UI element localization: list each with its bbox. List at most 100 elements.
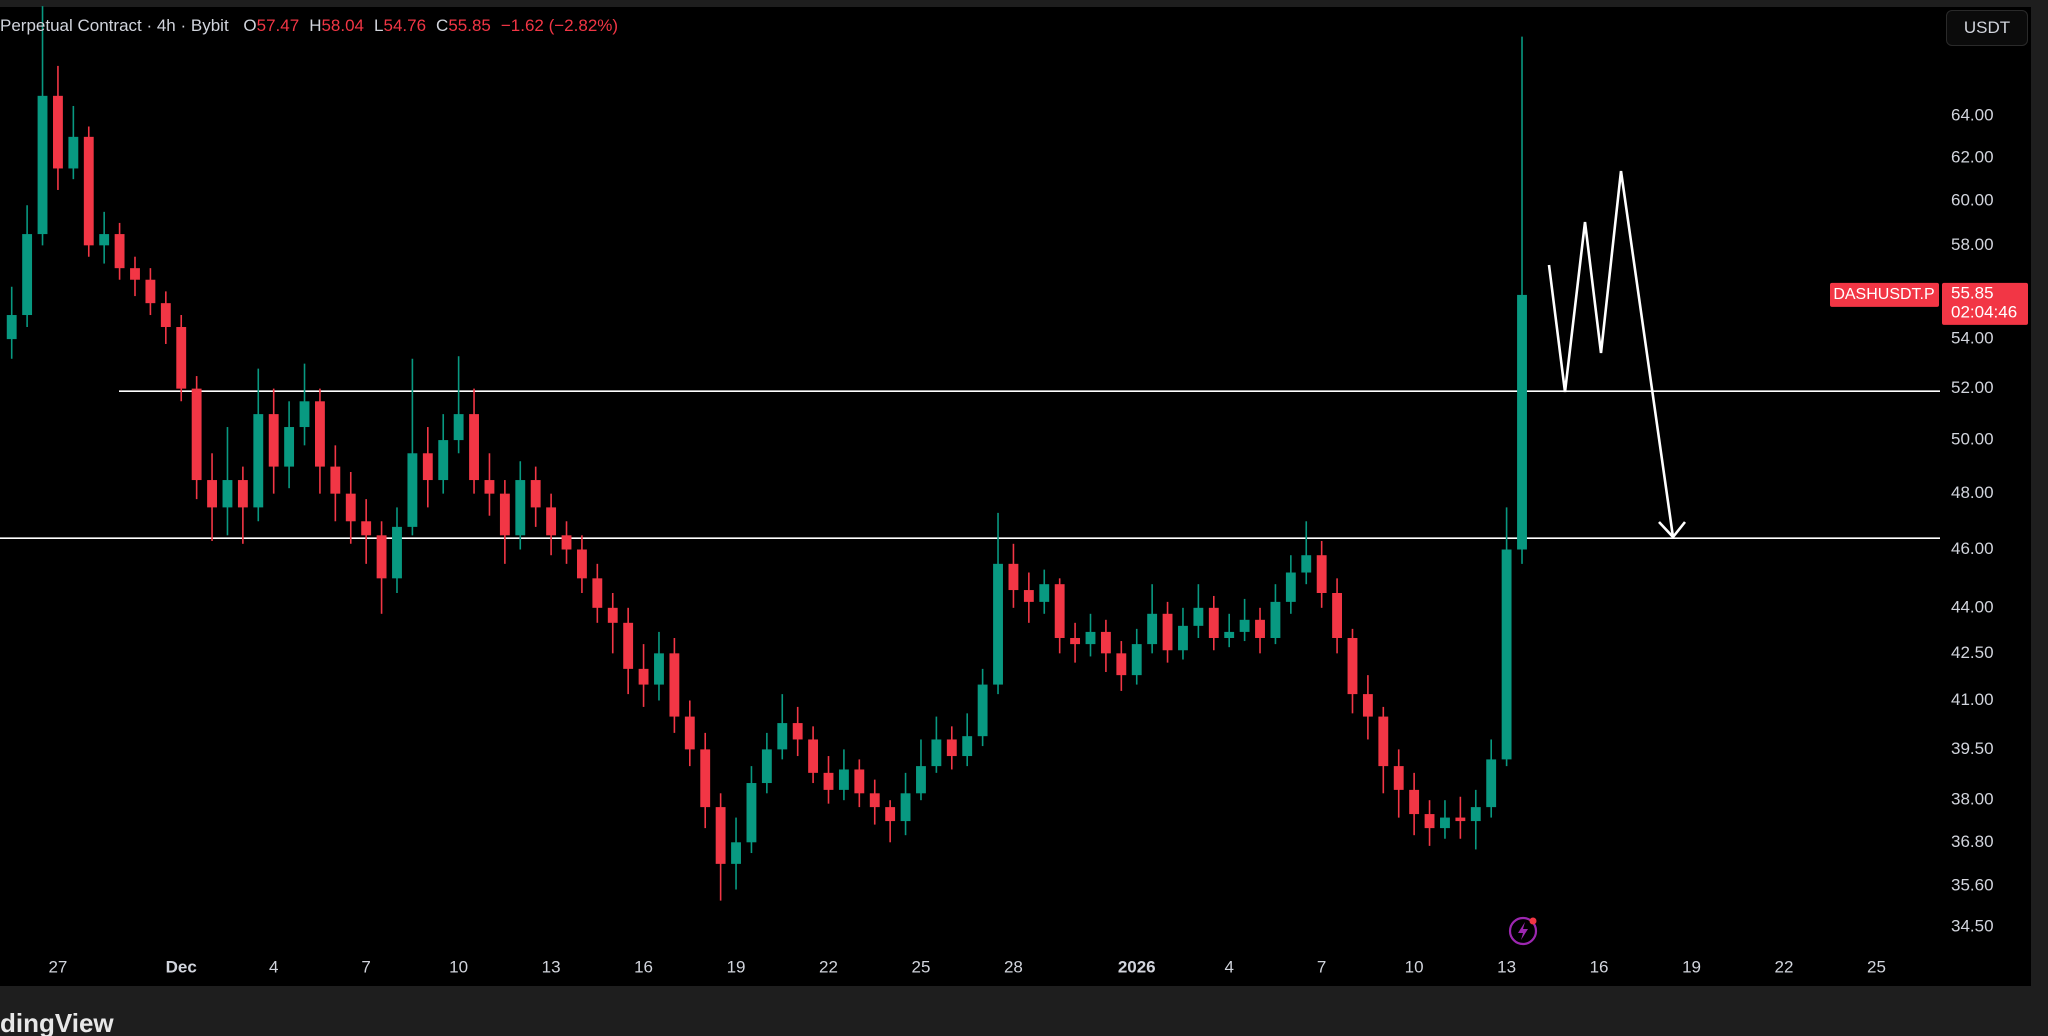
candle-body bbox=[638, 668, 649, 685]
candle-body bbox=[499, 493, 510, 536]
zigzag-path bbox=[1547, 170, 1675, 538]
x-tick-label: 19 bbox=[1682, 957, 1701, 976]
price-badge: 55.85 bbox=[1951, 283, 1994, 302]
candle-body bbox=[176, 327, 187, 389]
x-tick-label: 10 bbox=[449, 957, 468, 976]
bottom-bar bbox=[0, 986, 2048, 1036]
x-tick-label: 7 bbox=[361, 957, 370, 976]
candle-body bbox=[731, 842, 741, 864]
candle-body bbox=[160, 303, 171, 328]
candle-body bbox=[1470, 807, 1481, 822]
candle-body bbox=[1332, 593, 1343, 638]
candle-body bbox=[1178, 625, 1188, 651]
candle-body bbox=[253, 414, 264, 508]
watermark: dingView bbox=[0, 1008, 114, 1036]
candle-body bbox=[1008, 563, 1019, 591]
candle-body bbox=[222, 480, 233, 508]
candle-body bbox=[68, 136, 79, 169]
candle-body bbox=[237, 480, 248, 508]
candle-body bbox=[669, 653, 680, 717]
candle-body bbox=[761, 749, 772, 784]
candle-body bbox=[1270, 601, 1281, 638]
candle-body bbox=[1424, 814, 1435, 829]
candle-body bbox=[1285, 572, 1296, 602]
x-tick-label: 25 bbox=[912, 957, 931, 976]
candle-body bbox=[823, 772, 834, 790]
candle-body bbox=[1116, 653, 1127, 676]
x-tick-label: 13 bbox=[1497, 957, 1516, 976]
candle-body bbox=[546, 507, 557, 536]
legend-key: L bbox=[374, 16, 384, 35]
candle-body bbox=[1131, 644, 1142, 676]
x-tick-label: 27 bbox=[48, 957, 67, 976]
candle-body bbox=[1023, 590, 1034, 602]
x-tick-label: 25 bbox=[1867, 957, 1886, 976]
x-tick-label: 7 bbox=[1317, 957, 1326, 976]
candle-body bbox=[931, 739, 942, 767]
candle-body bbox=[1239, 619, 1250, 632]
candle-body bbox=[469, 414, 479, 481]
currency-button[interactable]: USDT bbox=[1946, 10, 2028, 46]
candle-body bbox=[83, 136, 94, 246]
y-tick-label: 50.00 bbox=[1951, 430, 1994, 449]
candle-body bbox=[1393, 766, 1404, 790]
candle-body bbox=[1362, 694, 1373, 717]
candle-body bbox=[53, 95, 63, 169]
icon-ring bbox=[1508, 916, 1538, 946]
candle-body bbox=[453, 414, 464, 441]
legend-value: 58.04 bbox=[321, 16, 365, 35]
replay-icon[interactable] bbox=[1508, 916, 1538, 946]
price-badge-bg bbox=[1942, 282, 2028, 325]
candle-body bbox=[1517, 294, 1527, 550]
candle-body bbox=[715, 807, 726, 864]
candle-body bbox=[1054, 584, 1065, 638]
y-tick-label: 62.00 bbox=[1951, 147, 1994, 166]
legend-value: 57.47 bbox=[256, 16, 300, 35]
y-tick-label: 41.00 bbox=[1951, 690, 1994, 709]
x-tick-label: 4 bbox=[269, 957, 278, 976]
candle-body bbox=[314, 401, 325, 467]
symbol-title: Perpetual Contract · 4h · Bybit bbox=[0, 16, 229, 35]
y-tick-label: 54.00 bbox=[1951, 329, 1994, 348]
x-tick-label: 19 bbox=[727, 957, 746, 976]
candle-body bbox=[1224, 631, 1235, 638]
candle-body bbox=[22, 234, 33, 316]
y-tick-label: 38.00 bbox=[1951, 790, 1994, 809]
candle-body bbox=[392, 526, 402, 579]
candle-body bbox=[191, 388, 202, 481]
candle-body bbox=[99, 234, 110, 246]
candle-body bbox=[1455, 817, 1466, 822]
candle-body bbox=[1486, 759, 1497, 808]
candle-body bbox=[207, 480, 217, 508]
y-tick-label: 36.80 bbox=[1951, 832, 1994, 851]
y-tick-label: 48.00 bbox=[1951, 483, 1994, 502]
y-tick-label: 60.00 bbox=[1951, 190, 1994, 209]
right-strip bbox=[2031, 0, 2048, 1036]
candle-body bbox=[145, 279, 156, 304]
y-tick-label: 44.00 bbox=[1951, 597, 1994, 616]
candle-body bbox=[1409, 789, 1420, 815]
x-tick-label: 16 bbox=[634, 957, 653, 976]
x-tick-label: Dec bbox=[166, 957, 197, 976]
candle-body bbox=[6, 315, 17, 340]
legend-key: H bbox=[309, 16, 322, 35]
y-tick-label: 64.00 bbox=[1951, 106, 1994, 125]
candle-body bbox=[854, 769, 865, 794]
candle-body bbox=[1147, 613, 1158, 645]
candle-body bbox=[484, 480, 495, 494]
candle-body bbox=[1440, 817, 1450, 829]
legend-value: 54.76 bbox=[383, 16, 427, 35]
candle-body bbox=[515, 480, 526, 536]
candles bbox=[6, 6, 1527, 901]
candle-body bbox=[746, 783, 757, 843]
candle-body bbox=[114, 234, 125, 269]
candle-body bbox=[838, 769, 849, 790]
x-tick-label: 22 bbox=[819, 957, 838, 976]
candle-body bbox=[1255, 619, 1265, 638]
candle-body bbox=[1039, 584, 1050, 602]
candle-body bbox=[900, 793, 911, 822]
candle-body bbox=[1501, 549, 1512, 760]
candle-body bbox=[1193, 607, 1204, 626]
candle-body bbox=[869, 793, 880, 808]
